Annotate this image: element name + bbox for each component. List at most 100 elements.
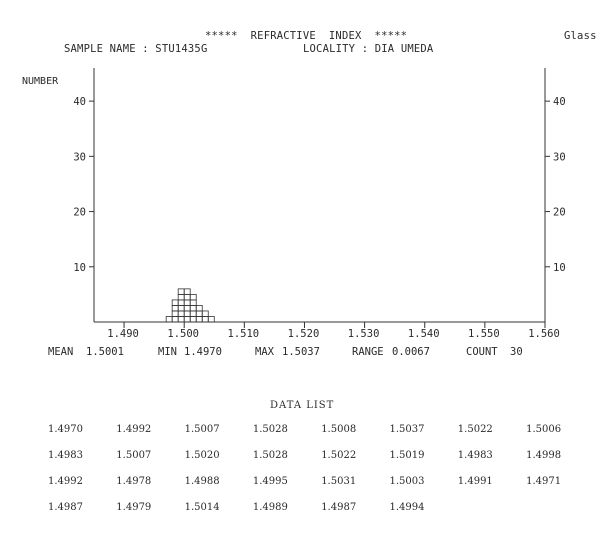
data-list-value: 1.5028 [252,424,288,435]
sample-name: SAMPLE NAME : STU1435G [64,43,208,55]
x-tick-label: 1.510 [228,328,260,340]
histogram-cell [195,310,203,317]
x-tick-label: 1.560 [528,328,560,340]
data-list-value: 1.4970 [48,424,83,435]
histogram-bar [177,288,185,323]
x-tick-label: 1.500 [167,328,199,340]
histogram-bar [195,305,203,323]
y-tick-label-right: 40 [553,96,566,108]
histogram-cell [171,316,179,323]
y-tick-label-left: 40 [73,96,86,108]
histogram-cell [177,293,185,301]
y-tick-label-left: 10 [73,262,86,274]
chart-title: ***** REFRACTIVE INDEX ***** [205,30,408,42]
histogram-bar [189,293,197,323]
histogram-cell [177,299,185,306]
histogram-bar [207,316,215,323]
histogram-cell [171,305,179,312]
data-list-value: 1.4991 [457,476,493,487]
histogram-cell [189,293,197,301]
y-tick-label-left: 30 [73,151,86,163]
y-axis-label: NUMBER [22,76,59,87]
data-list-value: 1.5028 [252,450,288,461]
min-value: 1.4970 [184,346,222,358]
histogram-cell [201,316,209,323]
data-list-value: 1.4988 [184,476,220,487]
range-value: 0.0067 [392,346,430,358]
histogram-bar [183,288,191,323]
data-list-value: 1.4987 [321,502,357,513]
histogram-bar [201,310,209,323]
data-list-value: 1.5003 [389,476,425,487]
histogram-bar [171,299,179,323]
histogram-cell [171,310,179,317]
min-label: MIN [158,346,177,358]
histogram-cell [189,299,197,306]
data-list-value: 1.4998 [526,450,562,461]
x-tick-label: 1.540 [408,328,440,340]
mean-label: MEAN [48,346,74,358]
data-list-value: 1.4994 [389,502,425,513]
locality: LOCALITY : DIA UMEDA [303,43,434,55]
y-tick-label-left: 20 [73,207,86,219]
data-list-value: 1.4971 [526,476,562,487]
data-list-value: 1.5007 [116,450,152,461]
histogram-bar [165,316,173,323]
histogram-cell [171,299,179,306]
histogram-cell [189,305,197,312]
data-list-value: 1.4995 [252,476,288,487]
data-list-value: 1.5014 [184,502,220,513]
data-list-value: 1.4992 [116,424,152,435]
histogram-cell [189,316,197,323]
data-list-value: 1.4978 [116,476,152,487]
data-list-value: 1.4979 [116,502,152,513]
data-list-value: 1.5020 [184,450,220,461]
histogram-cell [177,316,185,323]
histogram-cell [183,310,191,317]
data-list-value: 1.5019 [389,450,425,461]
data-list-value: 1.4987 [48,502,83,513]
count-label: COUNT [466,346,498,358]
x-tick-label: 1.530 [348,328,380,340]
max-label: MAX [255,346,274,358]
data-list-value: 1.4992 [48,476,83,487]
data-list-value: 1.5037 [389,424,425,435]
y-tick-label-right: 20 [553,207,566,219]
x-ticks: 1.490 1.500 1.510 1.520 1.530 1.540 1.550 1.560 [107,322,560,340]
histogram-cell [183,288,191,295]
data-list-title: DATA LIST [270,400,335,411]
data-list-value: 1.5022 [321,450,357,461]
data-list-value: 1.5031 [321,476,357,487]
data-list-value: 1.5008 [321,424,357,435]
data-list-value: 1.4989 [252,502,288,513]
histogram-cell [189,310,197,317]
histogram-cell [183,299,191,306]
x-tick-label: 1.520 [288,328,320,340]
data-list-value: 1.5022 [457,424,493,435]
histogram-cell [195,305,203,312]
data-list-value: 1.5006 [526,424,562,435]
histogram-cell [177,310,185,317]
histogram-cell [165,316,173,323]
histogram-cell [183,305,191,312]
histogram-cell [195,316,203,323]
max-value: 1.5037 [282,346,320,358]
histogram-bars [165,288,215,323]
x-tick-label: 1.490 [107,328,139,340]
histogram-cell [183,293,191,301]
corner-label: Glass [564,30,597,42]
histogram-cell [207,316,215,323]
x-tick-label: 1.550 [468,328,500,340]
histogram-cell [177,288,185,295]
range-label: RANGE [352,346,384,358]
count-value: 30 [510,346,523,358]
data-list-value: 1.4983 [457,450,493,461]
data-list-value: 1.5007 [184,424,220,435]
y-tick-label-right: 30 [553,151,566,163]
y-ticks: 10 10 20 20 30 30 40 40 [73,96,565,274]
mean-value: 1.5001 [86,346,124,358]
data-list-value: 1.4983 [48,450,83,461]
histogram-cell [201,310,209,317]
